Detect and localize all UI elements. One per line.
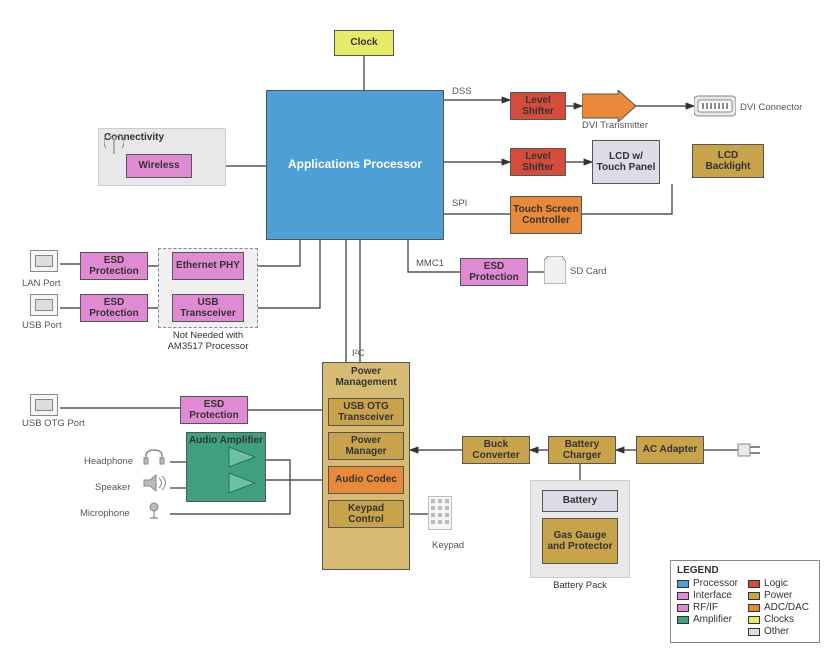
- lcd-backlight: LCD Backlight: [692, 144, 764, 178]
- gas-gauge-label: Gas Gauge and Protector: [545, 530, 615, 553]
- legend-power-label: Power: [764, 590, 792, 601]
- level-shifter-2: Level Shifter: [510, 148, 566, 176]
- keypad-label: Keypad: [432, 540, 464, 551]
- wireless-label: Wireless: [138, 160, 179, 172]
- touch-controller: Touch Screen Controller: [510, 196, 582, 234]
- microphone-label: Microphone: [80, 508, 130, 519]
- legend-processor-label: Processor: [693, 578, 738, 589]
- clock-label: Clock: [350, 37, 377, 49]
- wireless: Wireless: [126, 154, 192, 178]
- sdcard-icon: [544, 256, 566, 284]
- usb-otg-label: USB OTG Transceiver: [331, 401, 401, 424]
- legend-logic: Logic: [748, 578, 809, 589]
- legend-interface: Interface: [677, 590, 738, 601]
- gas-gauge: Gas Gauge and Protector: [542, 518, 618, 564]
- dvi-connector-icon: [694, 94, 736, 118]
- microphone-icon: [146, 502, 162, 522]
- dvi-transmitter-icon: [582, 90, 636, 122]
- legend-rf_if: RF/IF: [677, 602, 738, 613]
- battery-charger-label: Battery Charger: [551, 439, 613, 462]
- keypad-icon: [428, 496, 452, 530]
- usb-transceiver-label: USB Transceiver: [175, 297, 241, 320]
- usb-otg: USB OTG Transceiver: [328, 398, 404, 426]
- headphone-label: Headphone: [84, 456, 133, 467]
- audio-amp: Audio Amplifier: [186, 432, 266, 502]
- esd-lan-label: ESD Protection: [83, 255, 145, 278]
- legend-other: Other: [748, 626, 809, 637]
- antenna-icon: [104, 130, 124, 154]
- legend-clocks: Clocks: [748, 614, 809, 625]
- i2c-label: I²C: [352, 348, 365, 359]
- spi-label: SPI: [452, 198, 467, 209]
- level-shifter-2-label: Level Shifter: [513, 151, 563, 174]
- usb-otg-port-label: USB OTG Port: [22, 418, 85, 429]
- battery-pack-group-label: Battery Pack: [530, 580, 630, 591]
- usb-port-icon: [30, 294, 58, 316]
- ethernet-phy-label: Ethernet PHY: [176, 260, 240, 272]
- esd-otg-label: ESD Protection: [183, 399, 245, 422]
- touch-controller-label: Touch Screen Controller: [513, 204, 579, 227]
- dss-label: DSS: [452, 86, 472, 97]
- esd-mmc-label: ESD Protection: [463, 261, 525, 284]
- legend: LEGEND ProcessorInterfaceRF/IFAmplifier Lo…: [670, 560, 820, 643]
- legend-amplifier: Amplifier: [677, 614, 738, 625]
- battery-charger: Battery Charger: [548, 436, 616, 464]
- legend-amplifier-label: Amplifier: [693, 614, 732, 625]
- wire-tsc-lcd: [582, 184, 672, 214]
- esd-mmc: ESD Protection: [460, 258, 528, 286]
- lcd-backlight-label: LCD Backlight: [695, 150, 761, 173]
- legend-adc_dac: ADC/DAC: [748, 602, 809, 613]
- lan-port-icon: [30, 250, 58, 272]
- plug-icon: [718, 440, 762, 460]
- app-proc: Applications Processor: [266, 90, 444, 240]
- legend-rf_if-label: RF/IF: [693, 602, 718, 613]
- sdcard-label: SD Card: [570, 266, 606, 277]
- ac-adapter-label: AC Adapter: [643, 444, 698, 456]
- esd-otg: ESD Protection: [180, 396, 248, 424]
- speaker-label: Speaker: [95, 482, 130, 493]
- headphone-icon: [142, 448, 166, 466]
- legend-logic-label: Logic: [764, 578, 788, 589]
- ethernet-phy: Ethernet PHY: [172, 252, 244, 280]
- esd-usb: ESD Protection: [80, 294, 148, 322]
- usb-transceiver: USB Transceiver: [172, 294, 244, 322]
- dvi-connector-label: DVI Connector: [740, 102, 802, 113]
- level-shifter-1: Level Shifter: [510, 92, 566, 120]
- clock: Clock: [334, 30, 394, 56]
- legend-clocks-label: Clocks: [764, 614, 794, 625]
- usb-port-label: USB Port: [22, 320, 62, 331]
- speaker-icon: [142, 474, 168, 492]
- legend-adc_dac-label: ADC/DAC: [764, 602, 809, 613]
- battery: Battery: [542, 490, 618, 512]
- ac-adapter: AC Adapter: [636, 436, 704, 464]
- esd-usb-label: ESD Protection: [83, 297, 145, 320]
- mmc1-label: MMC1: [416, 258, 444, 269]
- buck-converter-label: Buck Converter: [465, 439, 527, 462]
- legend-processor: Processor: [677, 578, 738, 589]
- not-needed-group-label: Not Needed with AM3517 Processor: [158, 330, 258, 352]
- esd-lan: ESD Protection: [80, 252, 148, 280]
- legend-power: Power: [748, 590, 809, 601]
- buck-converter: Buck Converter: [462, 436, 530, 464]
- lcd-panel: LCD w/ Touch Panel: [592, 140, 660, 184]
- app-proc-label: Applications Processor: [288, 158, 422, 172]
- power-mgmt-group-label: Power Management: [322, 366, 410, 388]
- level-shifter-1-label: Level Shifter: [513, 95, 563, 118]
- usb-otg-port-icon: [30, 394, 58, 416]
- battery-label: Battery: [563, 495, 597, 507]
- legend-other-label: Other: [764, 626, 789, 637]
- legend-interface-label: Interface: [693, 590, 732, 601]
- lcd-panel-label: LCD w/ Touch Panel: [595, 151, 657, 174]
- lan-port-label: LAN Port: [22, 278, 61, 289]
- legend-title: LEGEND: [677, 565, 813, 576]
